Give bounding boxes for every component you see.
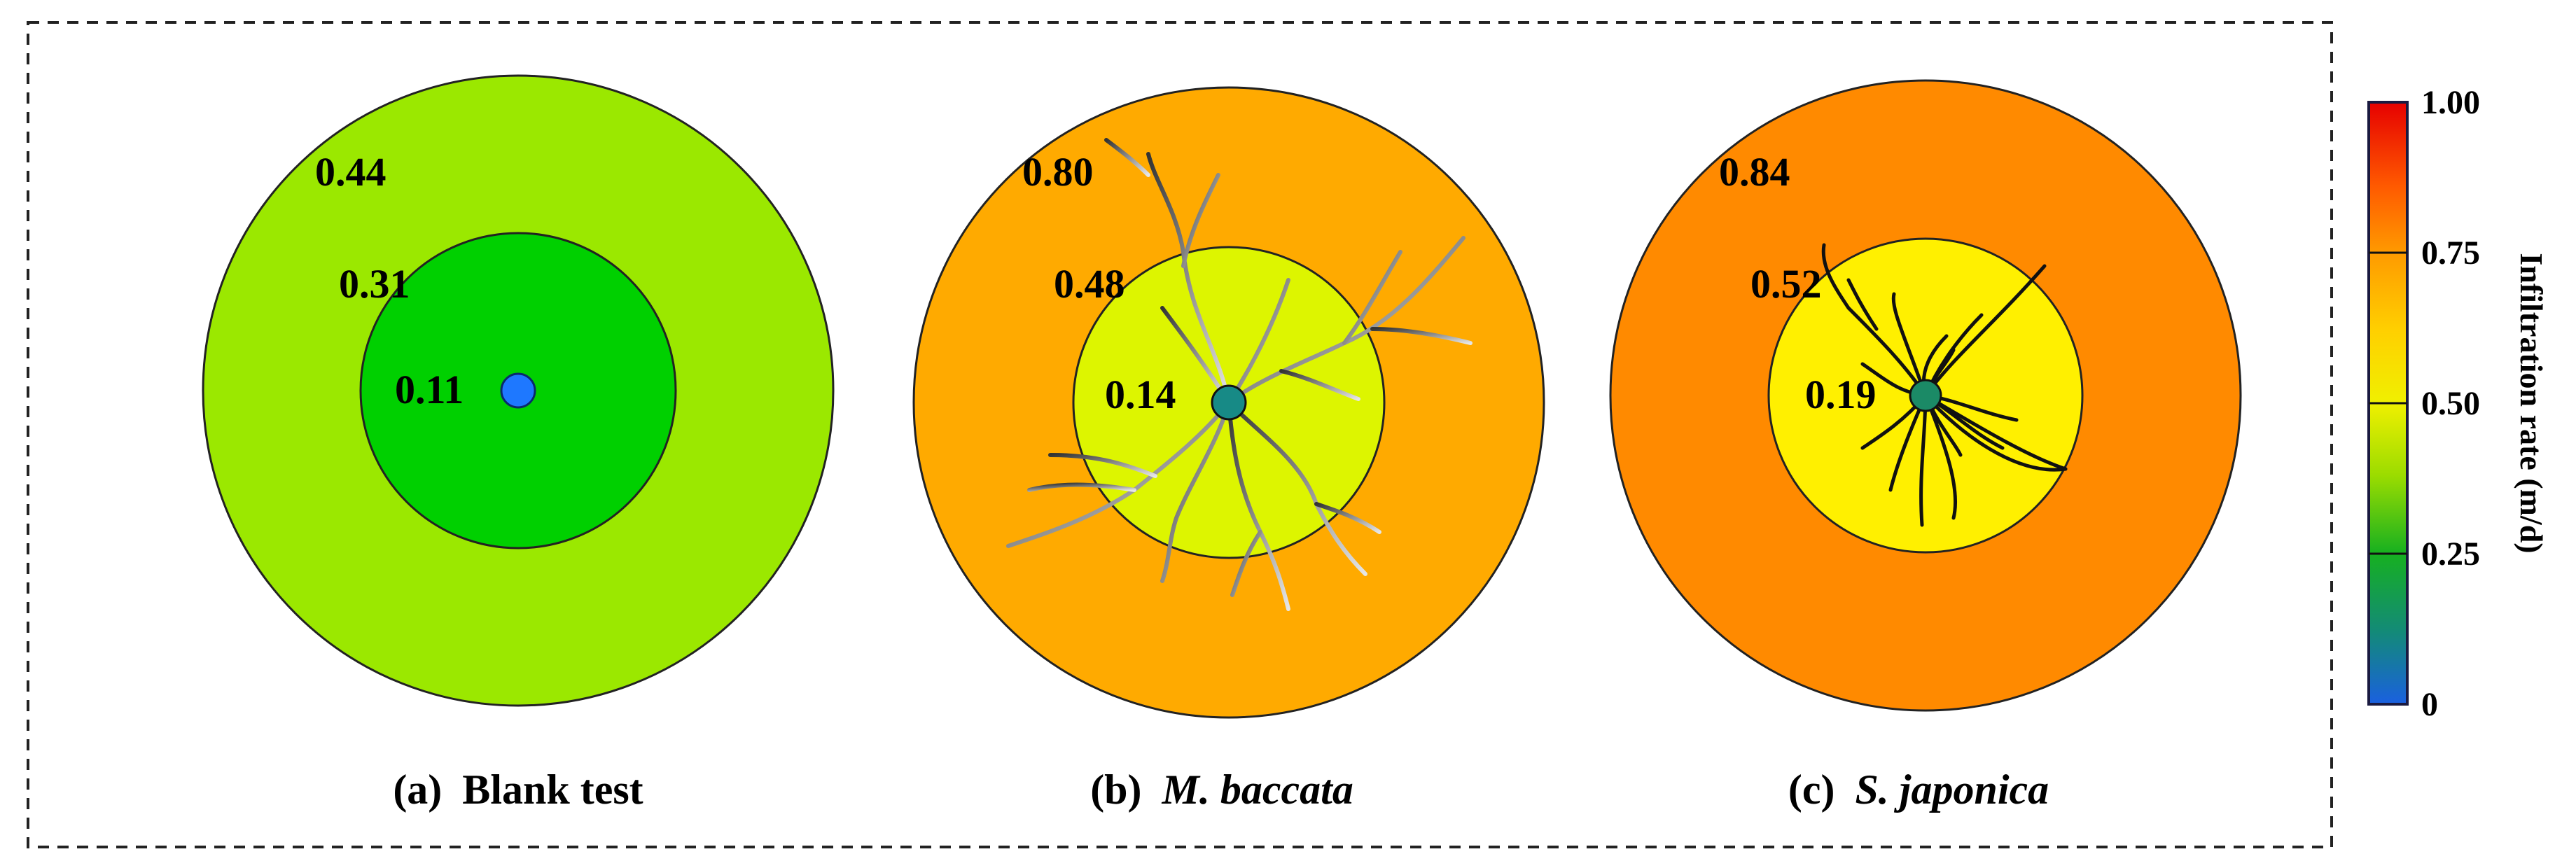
panel-c-inner-value: 0.19	[1805, 372, 1877, 417]
panel-a: 0.44 0.31 0.11 (a) Blank test	[202, 74, 835, 813]
panel-c: 0.84 0.52 0.19 (c) S. japonica	[1609, 79, 2242, 813]
panel-b-caption: (b) M. baccata	[1090, 766, 1353, 813]
panel-b-center-dot	[1211, 384, 1247, 421]
panel-a-middle-value: 0.31	[339, 261, 410, 307]
dashed-frame	[27, 21, 2333, 848]
panel-b-outer-value: 0.80	[1022, 149, 1094, 195]
panel-c-caption-name: S. japonica	[1855, 766, 2049, 813]
panel-c-middle-value: 0.52	[1750, 261, 1822, 307]
panel-a-caption-name: Blank test	[462, 766, 643, 813]
colorbar-tick-label: 1.00	[2421, 84, 2480, 121]
panel-a-center-dot	[500, 372, 536, 409]
colorbar-title: Infiltration rate (m/d)	[2514, 253, 2549, 553]
colorbar-tick-label: 0.25	[2421, 536, 2480, 573]
colorbar-tick-label: 0	[2421, 686, 2438, 723]
colorbar-ticks: 1.00 0.75 0.50 0.25 0	[2421, 84, 2480, 723]
panel-a-caption-prefix: (a)	[393, 766, 442, 813]
colorbar-tick-label: 0.75	[2421, 234, 2480, 272]
panel-b-middle-value: 0.48	[1054, 261, 1125, 307]
panel-c-caption: (c) S. japonica	[1788, 766, 2049, 813]
panel-b: 0.80 0.48 0.14 (b) M. baccata	[912, 86, 1545, 813]
panel-b-root-system	[1006, 138, 1473, 611]
panel-c-caption-prefix: (c)	[1788, 766, 1835, 813]
panel-a-outer-value: 0.44	[315, 149, 387, 195]
panel-b-inner-value: 0.14	[1105, 372, 1176, 417]
panel-a-inner-value: 0.11	[395, 367, 464, 412]
panel-a-caption: (a) Blank test	[393, 766, 643, 813]
panel-b-caption-prefix: (b)	[1090, 766, 1141, 813]
panel-b-caption-name: M. baccata	[1162, 766, 1353, 813]
panel-c-center-dot	[1909, 379, 1942, 412]
panel-c-outer-value: 0.84	[1719, 149, 1790, 195]
colorbar: 1.00 0.75 0.50 0.25 0 Infiltration rate (m/d…	[2367, 84, 2549, 723]
colorbar-tick-label: 0.50	[2421, 385, 2480, 422]
